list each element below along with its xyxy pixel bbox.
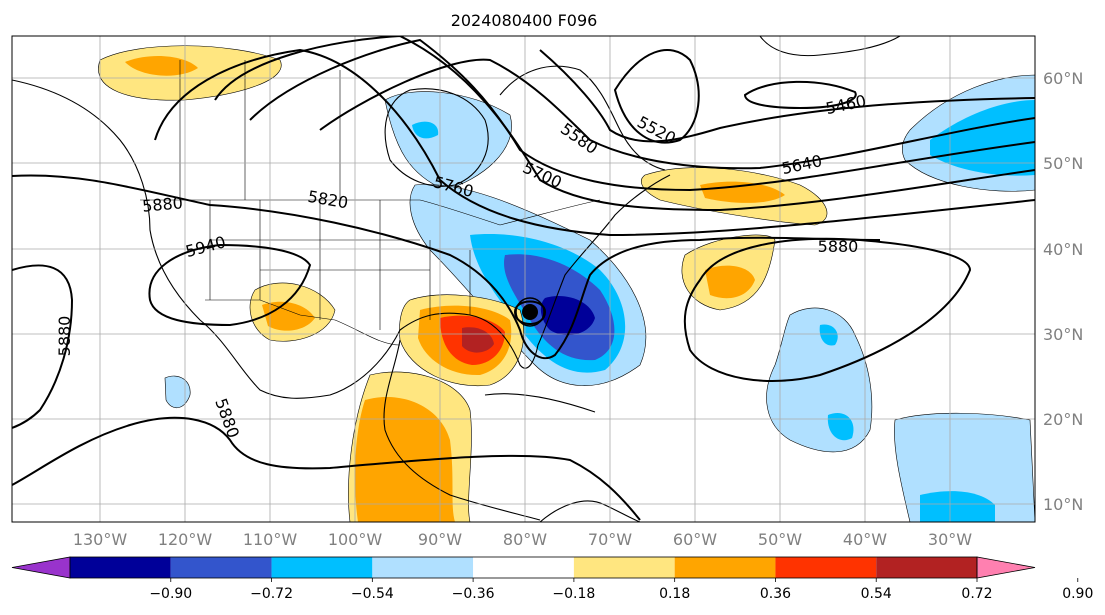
- colorbar-tick-label: 0.36: [760, 586, 791, 602]
- contour-5880-south: [12, 416, 641, 521]
- negative-anomaly-region: [819, 324, 838, 346]
- map-area: 5460 5520 5580 5640 5700 5760 5820 5880 …: [12, 36, 1035, 522]
- colorbar-tick-label: 0.72: [961, 586, 992, 602]
- lon-label: 80°W: [503, 530, 547, 549]
- lat-label: 10°N: [1043, 495, 1083, 514]
- contour-label: 5880: [141, 193, 183, 215]
- colorbar-tick-label: −0.72: [250, 586, 293, 602]
- contour-5580: [539, 49, 1035, 143]
- political-borders: [140, 60, 601, 346]
- contour-5700: [249, 38, 1035, 192]
- contour-5460: [743, 80, 857, 110]
- colorbar-tick-label: −0.90: [149, 586, 192, 602]
- storm-low-contour: [513, 300, 547, 325]
- longitude-labels: 130°W 120°W 110°W 100°W 90°W 80°W 70°W 6…: [73, 530, 972, 549]
- colorbar-segment: [876, 557, 977, 578]
- negative-anomaly-region: [930, 100, 1035, 176]
- colorbar-segment: [170, 557, 272, 578]
- lon-label: 30°W: [928, 530, 972, 549]
- north-america-coastline: [12, 79, 671, 399]
- height-contours: [12, 36, 1035, 521]
- negative-anomaly-region: [540, 296, 595, 336]
- colorbar-extend-low: [11, 556, 71, 579]
- colorbar-tick-label: 0.54: [861, 586, 892, 602]
- colorbar: −0.90 −0.72 −0.54 −0.36 −0.18 0.18 0.36 0.54 0.7…: [11, 556, 1093, 602]
- coastlines: [12, 36, 901, 522]
- contour-label: 5880: [818, 237, 859, 256]
- lon-label: 70°W: [588, 530, 632, 549]
- positive-anomaly-region: [705, 265, 755, 299]
- contour-5880-north: [12, 174, 881, 360]
- lat-label: 40°N: [1043, 240, 1083, 259]
- figure-title: 2024080400 F096: [451, 11, 598, 30]
- colorbar-segment: [573, 557, 675, 578]
- lon-label: 60°W: [673, 530, 717, 549]
- anomaly-shading: [98, 45, 1035, 522]
- colorbar-tick-label: −0.36: [452, 586, 495, 602]
- us-mexico-border: [205, 299, 401, 346]
- negative-anomaly-region: [164, 375, 191, 408]
- south-america-coastline: [539, 500, 641, 522]
- state-borders: [209, 200, 471, 330]
- lon-label: 100°W: [328, 530, 383, 549]
- lat-label: 50°N: [1043, 154, 1083, 173]
- colorbar-tick-label: −0.18: [552, 586, 595, 602]
- lat-label: 60°N: [1043, 69, 1083, 88]
- colorbar-tick-label: 0.90: [1062, 586, 1093, 602]
- greenland-coastline: [759, 36, 901, 57]
- colorbar-outline: [69, 556, 978, 579]
- map-frame: [11, 35, 1036, 523]
- colorbar-segment: [271, 557, 373, 578]
- negative-anomaly-region: [920, 491, 995, 522]
- colorbar-segment: [775, 557, 877, 578]
- lon-label: 50°W: [758, 530, 802, 549]
- cuba-coastline: [484, 393, 596, 413]
- lon-label: 130°W: [73, 530, 128, 549]
- contour-5880-pacific: [12, 264, 74, 429]
- negative-anomaly-region: [827, 412, 854, 441]
- lat-label: 30°N: [1043, 325, 1083, 344]
- positive-anomaly-region: [262, 301, 315, 331]
- contour-label: 5880: [55, 316, 74, 357]
- lon-label: 120°W: [158, 530, 213, 549]
- colorbar-segment: [674, 557, 776, 578]
- contour-5640: [319, 58, 1035, 170]
- labrador-coastline: [499, 65, 666, 171]
- colorbar-segment: [473, 557, 574, 578]
- contour-5820: [154, 48, 1035, 237]
- province-borders: [179, 60, 341, 200]
- negative-anomaly-region: [412, 121, 439, 139]
- graticule: [12, 36, 1035, 522]
- contour-5520: [613, 49, 700, 144]
- contour-5760: [214, 36, 1035, 212]
- tropical-cyclone-symbol: [515, 297, 545, 327]
- positive-anomaly-region: [354, 396, 455, 522]
- central-america-coastline: [383, 339, 541, 521]
- colorbar-segment: [70, 557, 171, 578]
- lat-label: 20°N: [1043, 410, 1083, 429]
- lon-label: 40°W: [843, 530, 887, 549]
- us-canada-border: [140, 199, 601, 226]
- colorbar-tick-label: 0.18: [659, 586, 690, 602]
- lon-label: 110°W: [243, 530, 298, 549]
- colorbar-segment: [372, 557, 474, 578]
- colorbar-tick-label: −0.54: [351, 586, 394, 602]
- lon-label: 90°W: [418, 530, 462, 549]
- contour-5940-west: [148, 243, 312, 327]
- latitude-labels: 60°N 50°N 40°N 30°N 20°N 10°N: [1043, 69, 1083, 514]
- contour-5940-atlantic: [683, 237, 972, 383]
- hudson-bay-coastline: [384, 88, 489, 187]
- colorbar-extend-high: [976, 556, 1036, 579]
